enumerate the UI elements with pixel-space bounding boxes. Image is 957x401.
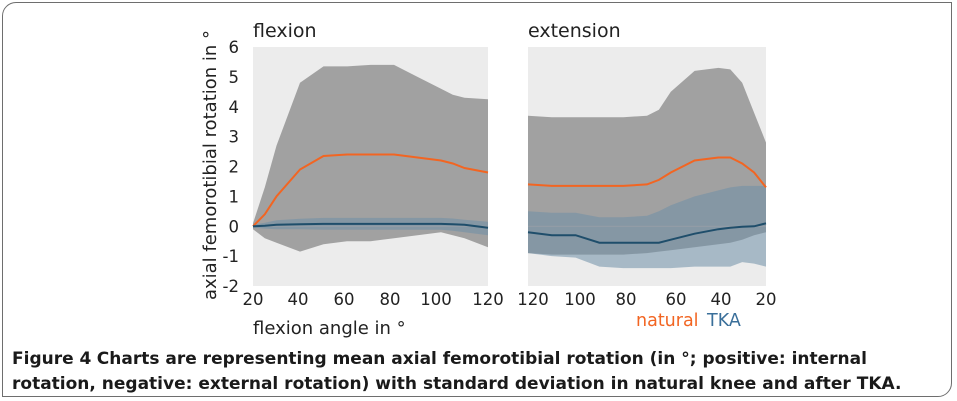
x-tick-label: 60 [334,290,355,309]
x-axis-label: flexion angle in ° [253,318,406,339]
natural-mean-line [252,153,489,228]
x-tick-label: 20 [756,290,777,309]
x-tick-label: 80 [380,290,401,309]
y-tick-label: 5 [229,68,240,87]
x-tick-label: 120 [472,290,504,309]
x-tick-label: 40 [288,290,309,309]
x-tick-label: 100 [564,290,596,309]
tka-mean-line [527,222,767,244]
chart-title: extension [528,20,621,42]
figure-label: Figure 4 [12,349,92,369]
legend-tka: TKA [707,311,741,331]
y-tick-label: 0 [229,217,240,236]
x-tick-label: 120 [517,290,549,309]
y-tick-label: -2 [223,277,239,296]
figure-frame [2,2,952,397]
x-tick-label: 20 [243,290,264,309]
y-tick-label: -1 [223,247,239,266]
legend-natural: natural [636,311,699,331]
x-tick-label: 80 [616,290,637,309]
flexion-panel: flexion 20 40 60 80 100 120 -2 -1 0 1 2 3 4 5 6 flexion … [200,20,504,339]
y-tick-label: 3 [229,128,240,147]
y-tick-label: 4 [229,98,240,117]
x-tick-label: 40 [711,290,732,309]
natural-mean-line [527,156,767,189]
figure-caption-text: Charts are representing mean axial femor… [12,349,902,394]
y-tick-label: 1 [229,187,240,206]
x-tick-label: 100 [420,290,452,309]
tka-mean-line [252,222,489,229]
chart-title: flexion [253,20,317,42]
legend-tka-label: TKA [707,311,741,331]
x-tick-label: 60 [666,290,687,309]
legend-natural-label: natural [636,311,699,331]
y-tick-label: 2 [229,158,240,177]
y-axis-label: axial femorotibial rotation in ° [200,30,221,300]
y-tick-label: 6 [229,38,240,57]
tka-sd-band [528,185,766,269]
figure-caption: Figure 4 Charts are representing mean ax… [12,347,942,397]
extension-panel: extension 120 100 80 60 40 20 [517,20,776,309]
natural-sd-band [253,64,488,252]
